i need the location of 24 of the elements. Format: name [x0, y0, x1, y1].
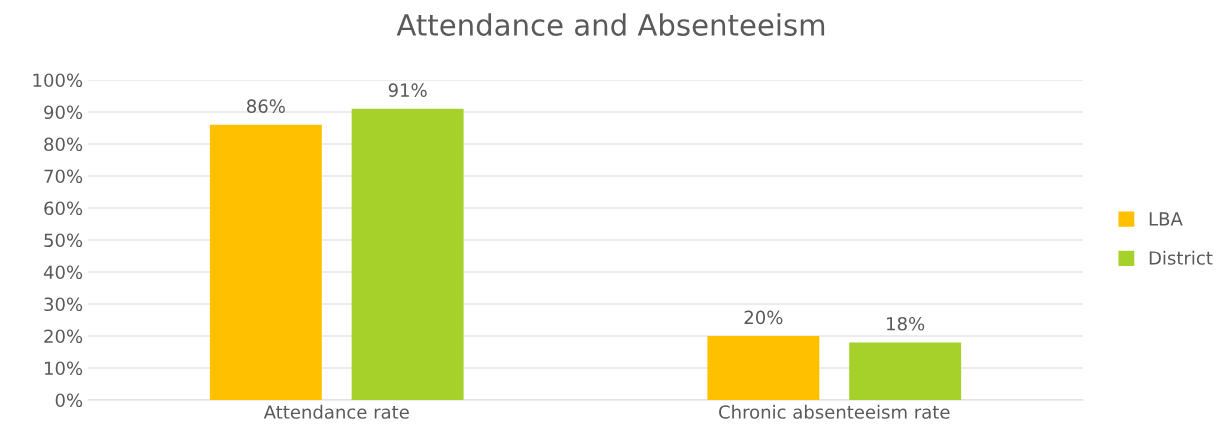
data-label: 18%: [887, 316, 925, 331]
y-tick-label: 10%: [44, 361, 83, 376]
legend-label: District: [1149, 250, 1213, 265]
bar: [707, 336, 820, 400]
chart-title: Attendance and Absenteeism: [396, 13, 825, 36]
y-tick-label: 30%: [44, 297, 83, 312]
bar: [209, 124, 322, 400]
y-tick-label: 80%: [44, 137, 83, 152]
bar: [351, 108, 464, 400]
y-tick-label: 50%: [44, 233, 83, 248]
y-tick-label: 60%: [44, 201, 83, 216]
y-tick-label: 40%: [43, 265, 83, 280]
data-label: 86%: [247, 99, 285, 113]
data-label: 91%: [388, 83, 427, 97]
legend-label: LBA: [1149, 212, 1183, 226]
bar: [849, 342, 962, 400]
data-label: 20%: [744, 310, 783, 325]
y-tick-label: 100%: [33, 73, 83, 88]
y-tick-label: 90%: [44, 105, 83, 120]
y-tick-label: 0%: [55, 393, 83, 408]
y-tick-label: 70%: [44, 169, 83, 184]
x-tick-label: Attendance rate: [263, 404, 409, 419]
x-tick-label: Chronic absenteeism rate: [719, 404, 950, 419]
y-tick-label: 20%: [44, 329, 83, 344]
